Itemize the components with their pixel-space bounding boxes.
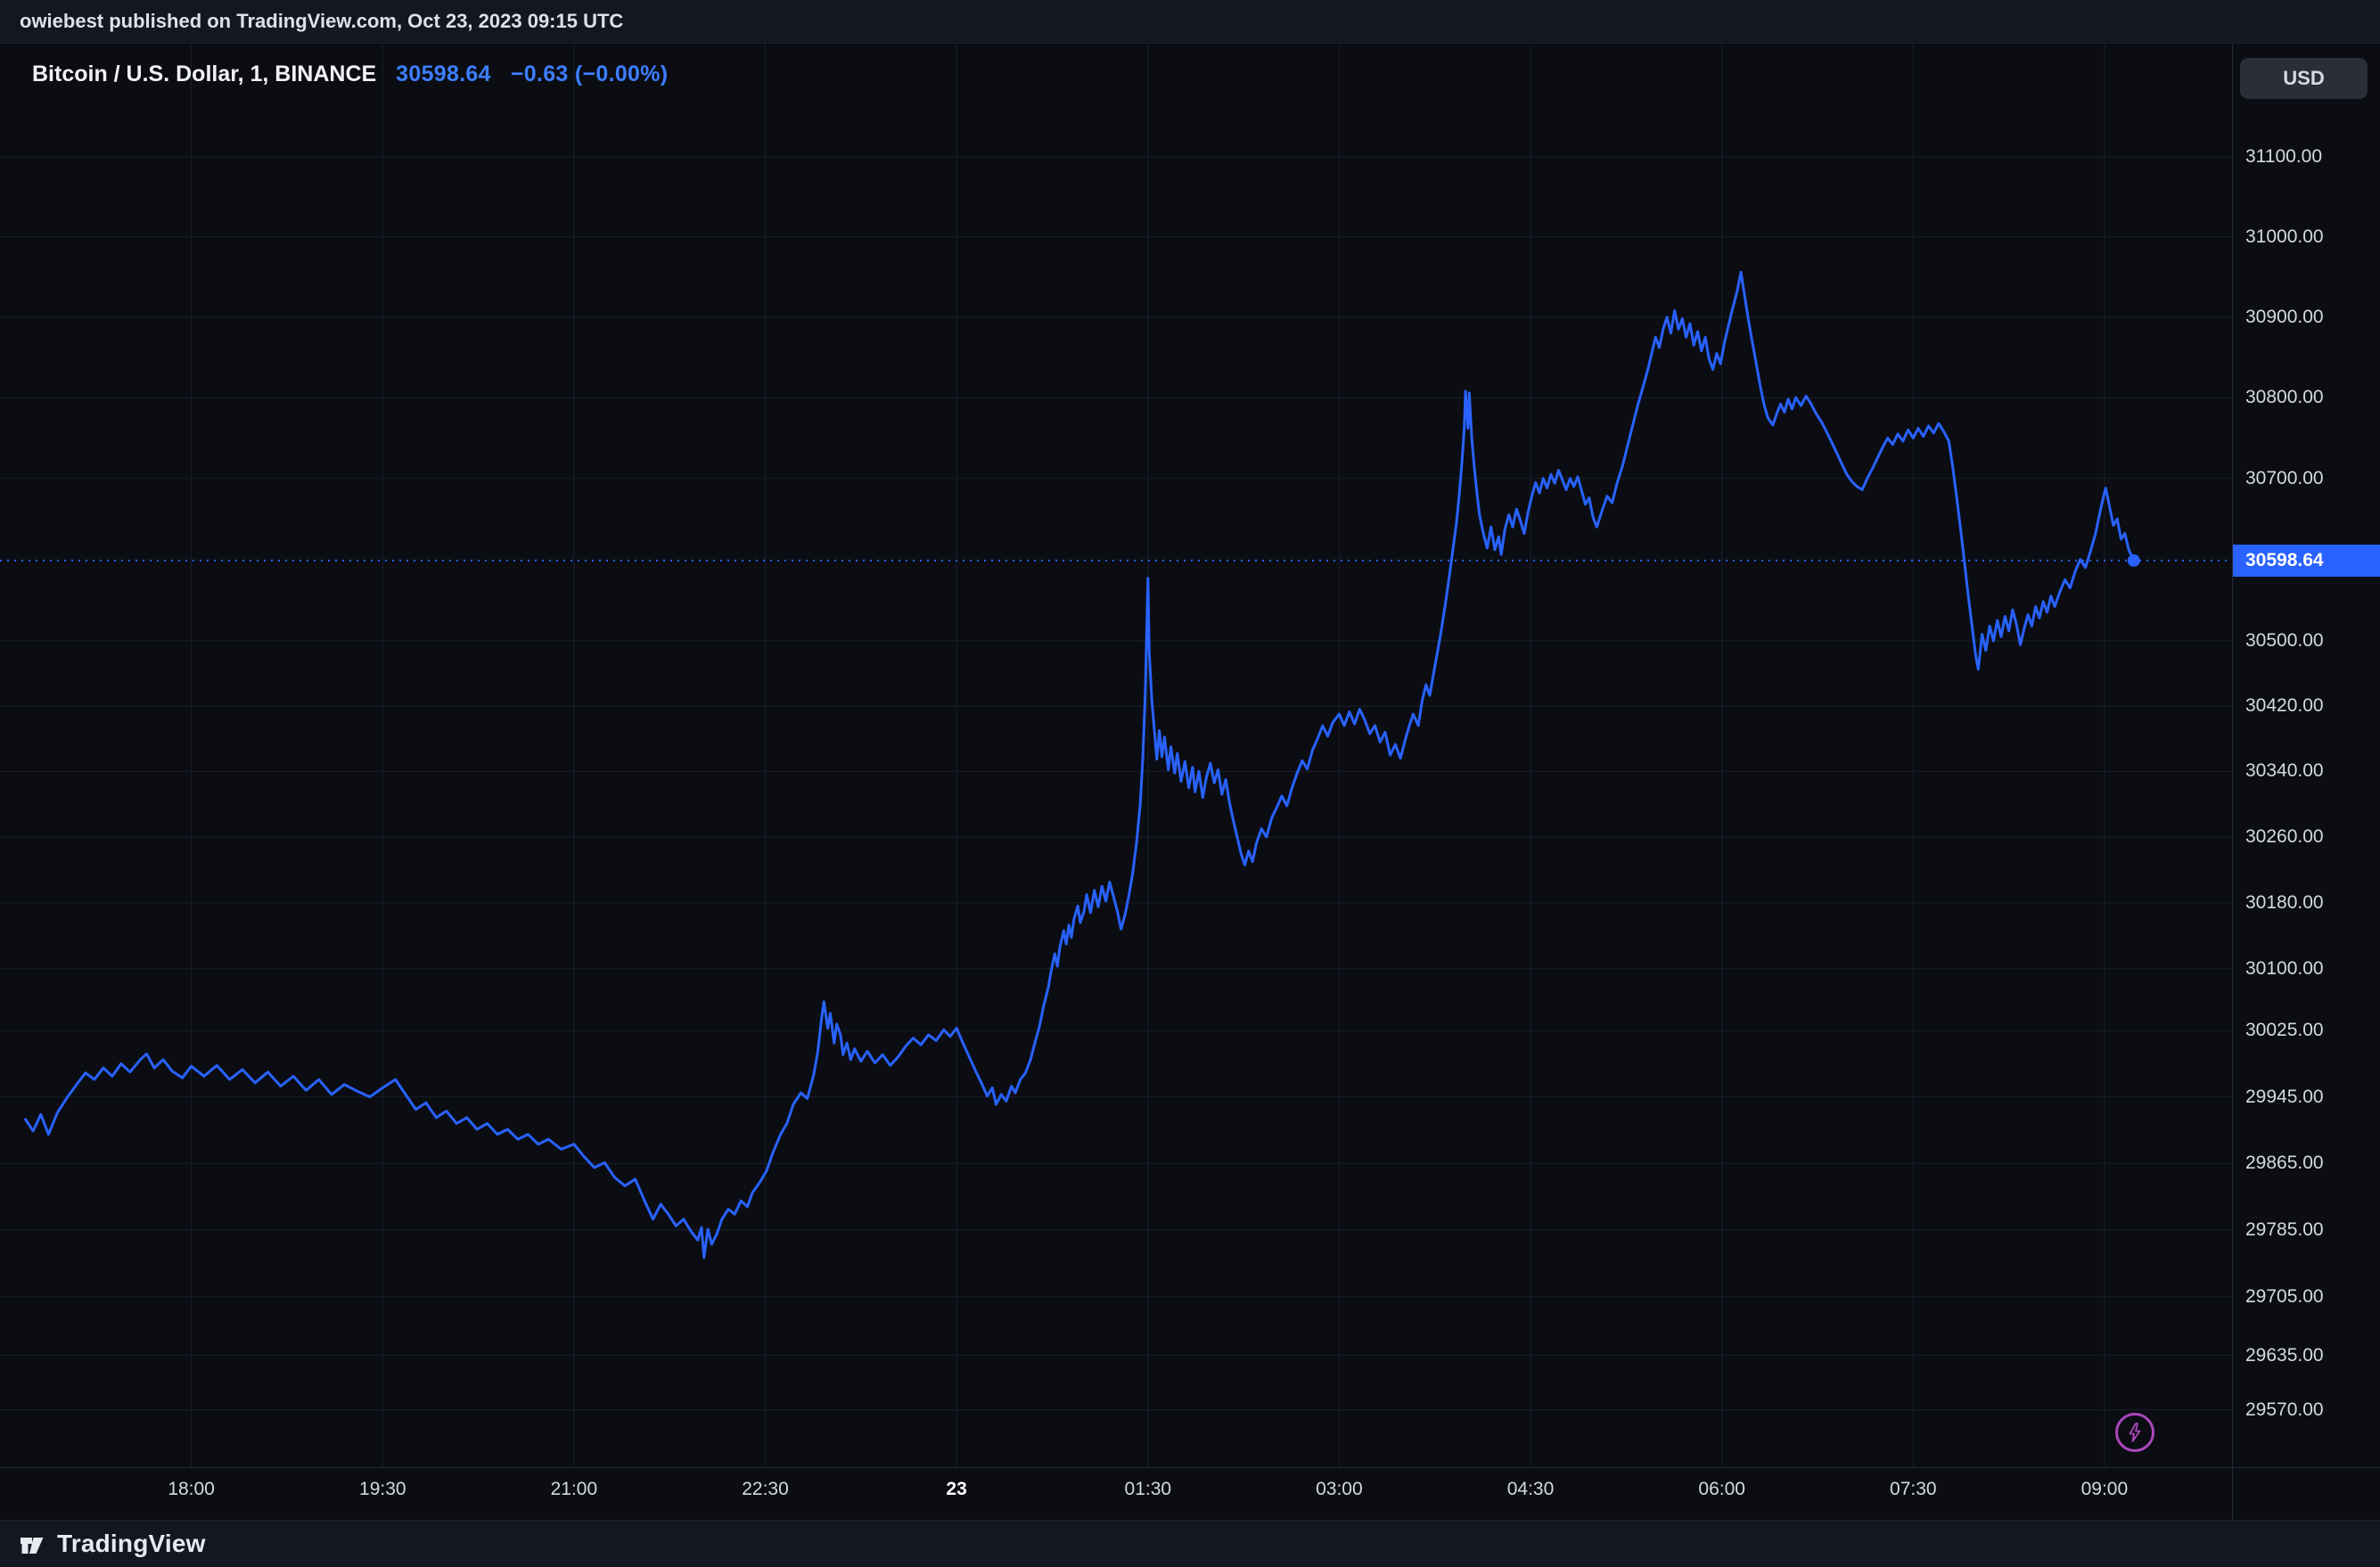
price-tick-label: 30180.00 — [2245, 891, 2324, 913]
price-tick-label: 30025.00 — [2245, 1020, 2324, 1041]
attribution-text: owiebest published on TradingView.com, O… — [20, 10, 624, 32]
last-price-value: 30598.64 — [396, 62, 491, 86]
tradingview-logo-icon[interactable] — [18, 1530, 46, 1558]
time-tick-label: 01:30 — [1124, 1479, 1172, 1499]
price-tick-label: 30500.00 — [2245, 629, 2324, 651]
time-tick-label: 09:00 — [2080, 1479, 2129, 1499]
time-tick-label: 07:30 — [1890, 1479, 1937, 1499]
symbol-title[interactable]: Bitcoin / U.S. Dollar, 1, BINANCE — [32, 62, 377, 86]
time-axis[interactable]: 18:00 19:30 21:00 22:30 23 01:30 03:00 04:30 06:… — [0, 1468, 2232, 1521]
axis-corner — [2232, 1468, 2380, 1521]
price-tick-label: 30100.00 — [2245, 957, 2324, 979]
price-tick-label: 30900.00 — [2245, 306, 2324, 327]
chart-frame: Bitcoin / U.S. Dollar, 1, BINANCE 30598.… — [0, 43, 2380, 1521]
price-line-chart[interactable] — [0, 44, 2232, 1467]
price-tick-label: 29570.00 — [2245, 1399, 2324, 1420]
current-price-tag: 30598.64 — [2233, 544, 2380, 577]
time-tick-label: 23 — [946, 1479, 967, 1499]
price-tick-label: 30800.00 — [2245, 387, 2324, 408]
time-tick-label: 18:00 — [168, 1479, 215, 1499]
chart-legend[interactable]: Bitcoin / U.S. Dollar, 1, BINANCE 30598.… — [32, 62, 668, 87]
attribution-bar: owiebest published on TradingView.com, O… — [0, 0, 2380, 43]
time-tick-label: 03:00 — [1316, 1479, 1363, 1499]
price-tick-label: 29785.00 — [2245, 1218, 2324, 1240]
time-tick-label: 22:30 — [742, 1479, 789, 1499]
boost-button[interactable] — [2115, 1413, 2154, 1452]
lightning-icon — [2129, 1423, 2141, 1442]
time-tick-label: 21:00 — [550, 1479, 598, 1499]
price-tick-label: 29705.00 — [2245, 1285, 2324, 1307]
price-tick-label: 29865.00 — [2245, 1153, 2324, 1174]
tradingview-wordmark[interactable]: TradingView — [57, 1529, 206, 1557]
price-change-value: −0.63 (−0.00%) — [510, 62, 669, 86]
currency-toggle-usd[interactable]: USD — [2240, 58, 2368, 99]
price-axis[interactable]: USD 30598.64 31100.00 31000.00 30900.00 308… — [2232, 44, 2380, 1467]
price-tick-label: 30260.00 — [2245, 826, 2324, 848]
plot-area[interactable]: Bitcoin / U.S. Dollar, 1, BINANCE 30598.… — [0, 44, 2232, 1467]
price-tick-label: 29635.00 — [2245, 1344, 2324, 1366]
time-tick-label: 19:30 — [359, 1479, 406, 1499]
footer-bar: TradingView — [0, 1520, 2380, 1566]
chart-row: Bitcoin / U.S. Dollar, 1, BINANCE 30598.… — [0, 44, 2380, 1467]
axis-row: 18:00 19:30 21:00 22:30 23 01:30 03:00 04:30 06:… — [0, 1467, 2380, 1521]
time-tick-label: 04:30 — [1506, 1479, 1555, 1499]
price-tick-label: 31000.00 — [2245, 226, 2324, 247]
time-tick-label: 06:00 — [1698, 1479, 1745, 1499]
price-tick-label: 30420.00 — [2245, 695, 2324, 717]
price-tick-label: 29945.00 — [2245, 1086, 2324, 1107]
price-tick-label: 30340.00 — [2245, 760, 2324, 782]
price-tick-label: 31100.00 — [2245, 145, 2323, 167]
price-tick-label: 30700.00 — [2245, 467, 2324, 488]
